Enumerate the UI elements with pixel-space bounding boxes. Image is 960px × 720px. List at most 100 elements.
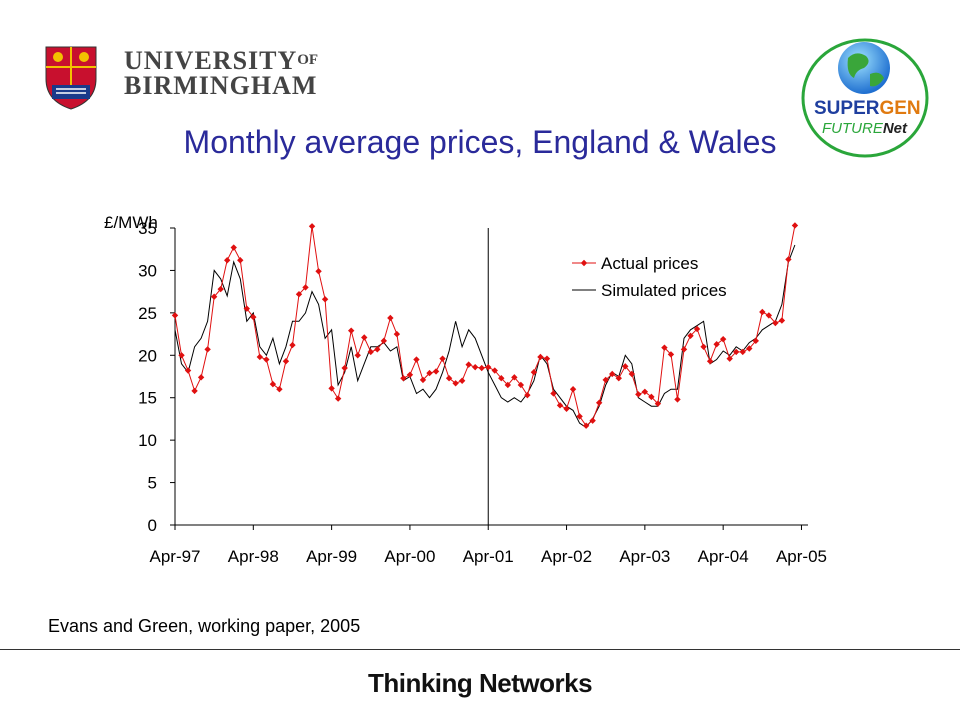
actual-price-point: [191, 387, 198, 395]
y-tick-label: 35: [138, 219, 157, 238]
supergen-word2: GEN: [879, 98, 920, 119]
actual-price-point: [726, 355, 733, 362]
actual-price-point: [210, 293, 218, 300]
actual-price-point: [524, 391, 531, 399]
actual-price-point: [445, 374, 453, 382]
x-axis-ticks: Apr-97 Apr-98 Apr-99 Apr-00 Apr-01 Apr-02 Apr-…: [149, 525, 827, 566]
university-of: OF: [297, 52, 319, 68]
actual-price-point: [334, 395, 342, 402]
futurenet-word1: FUTURE: [822, 120, 884, 137]
actual-price-point: [759, 308, 766, 316]
actual-price-point: [504, 381, 512, 389]
actual-price-point: [197, 374, 205, 381]
actual-price-point: [184, 367, 192, 374]
actual-price-point: [582, 422, 590, 429]
actual-price-point: [739, 348, 746, 356]
actual-price-point: [439, 355, 446, 362]
actual-price-point: [243, 305, 250, 312]
slide-title: Monthly average prices, England & Wales: [183, 124, 777, 160]
legend-label: Simulated prices: [601, 281, 727, 300]
actual-price-point: [641, 388, 649, 395]
y-tick-label: 5: [148, 474, 157, 493]
actual-price-point: [321, 296, 329, 303]
actual-price-point: [224, 257, 231, 264]
y-axis-ticks: 0 5 10 15 20 25 30 35: [138, 219, 175, 535]
actual-price-point: [785, 256, 792, 263]
actual-price-point: [543, 355, 551, 362]
actual-price-point: [648, 393, 655, 401]
actual-price-point: [361, 334, 368, 341]
actual-price-point: [622, 363, 629, 370]
citation-text: Evans and Green, working paper, 2005: [48, 616, 361, 636]
actual-price-point: [491, 367, 498, 374]
actual-price-point: [478, 364, 485, 372]
legend-label: Actual prices: [601, 254, 698, 273]
actual-price-point: [302, 284, 309, 291]
actual-price-point: [700, 343, 707, 350]
supergen-futurenet-logo: SUPERGEN FUTURENet: [801, 38, 929, 158]
actual-price-point: [413, 356, 420, 363]
actual-price-point: [471, 363, 479, 371]
actual-price-point: [263, 356, 270, 363]
actual-price-point: [426, 369, 433, 377]
x-tick-label: Apr-05: [776, 547, 827, 566]
actual-price-point: [295, 290, 303, 298]
actual-price-point: [530, 369, 538, 376]
actual-price-point: [765, 312, 773, 319]
actual-price-point: [289, 341, 296, 349]
actual-price-point: [576, 413, 583, 420]
actual-price-point: [674, 396, 681, 403]
actual-price-point: [432, 368, 440, 375]
actual-price-point: [465, 361, 472, 368]
actual-price-point: [204, 346, 211, 353]
x-tick-label: Apr-98: [228, 547, 279, 566]
x-tick-label: Apr-00: [384, 547, 435, 566]
actual-price-point: [347, 327, 355, 334]
actual-price-point: [367, 348, 374, 356]
actual-price-point: [308, 223, 316, 230]
x-tick-label: Apr-03: [619, 547, 670, 566]
university-line2: BIRMINGHAM: [124, 71, 318, 100]
futurenet-word2: Net: [883, 120, 908, 137]
actual-price-point: [178, 352, 185, 359]
actual-price-point: [458, 377, 466, 384]
actual-price-point: [400, 374, 407, 382]
actual-price-point: [517, 381, 525, 389]
actual-price-point: [589, 417, 596, 424]
actual-price-point: [733, 348, 740, 356]
footer-tagline: Thinking Networks: [367, 668, 593, 698]
actual-price-point: [752, 337, 759, 345]
actual-price-point: [628, 370, 636, 378]
actual-price-point: [706, 358, 714, 365]
actual-price-point: [328, 385, 335, 392]
actual-price-point: [485, 363, 492, 371]
actual-price-point: [237, 257, 244, 264]
y-tick-label: 0: [148, 516, 157, 535]
actual-price-point: [511, 374, 518, 381]
legend-marker: [580, 259, 588, 267]
actual-price-point: [569, 386, 577, 393]
actual-prices-line: [174, 225, 796, 427]
actual-price-point: [667, 351, 675, 358]
y-axis-label: £/MWh: [104, 213, 158, 232]
actual-price-point: [693, 325, 701, 333]
chart-legend: Actual prices Simulated prices: [572, 254, 727, 300]
actual-price-point: [230, 244, 237, 251]
actual-price-point: [393, 330, 401, 338]
actual-price-point: [217, 285, 224, 293]
actual-price-point: [778, 317, 786, 324]
actual-price-point: [269, 380, 277, 388]
actual-price-point: [380, 337, 388, 345]
actual-price-point: [791, 222, 799, 229]
actual-price-point: [387, 314, 394, 322]
actual-price-point: [563, 405, 570, 412]
actual-price-point: [282, 358, 290, 365]
actual-price-point: [452, 380, 459, 387]
actual-price-point: [556, 402, 564, 409]
svg-text:FUTURENet: FUTURENet: [822, 120, 908, 137]
actual-price-point: [406, 371, 414, 379]
chart-series: [171, 222, 799, 429]
actual-price-point: [713, 341, 720, 348]
y-tick-label: 10: [138, 431, 157, 450]
